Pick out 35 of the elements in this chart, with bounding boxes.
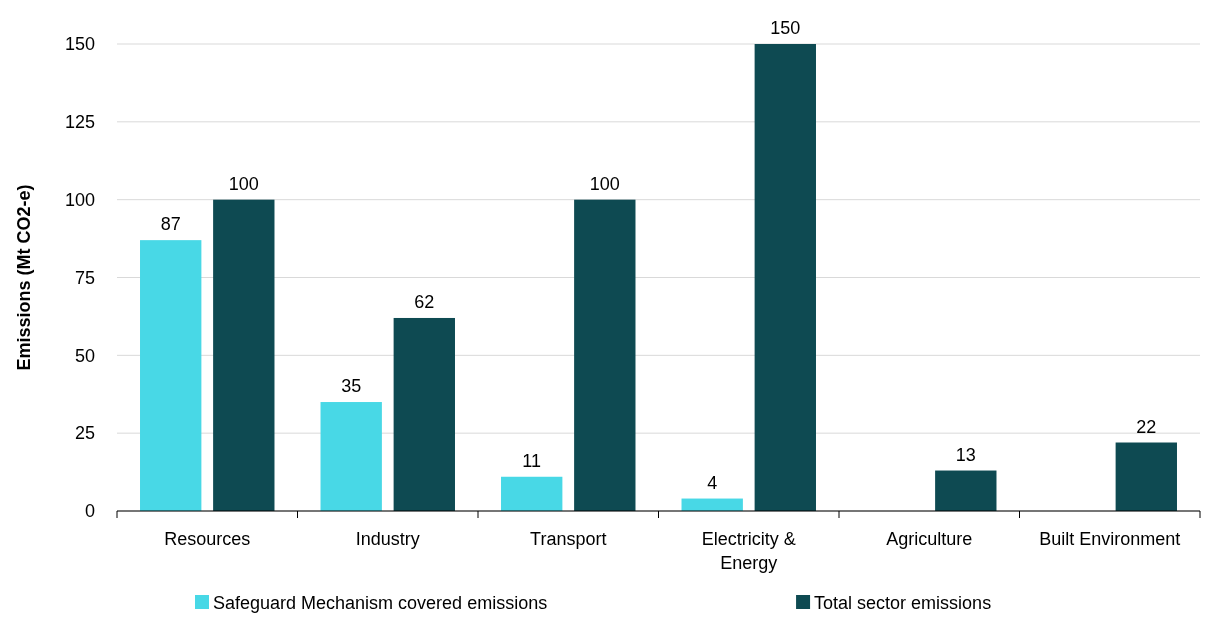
y-tick-label: 125 [64, 112, 95, 133]
bar [935, 470, 997, 511]
data-label: 35 [341, 376, 362, 397]
x-tick-label: Industry [355, 529, 420, 549]
data-label: 11 [522, 450, 542, 471]
legend-label: Safeguard Mechanism covered emissions [213, 593, 548, 613]
legend-label: Total sector emissions [814, 593, 992, 613]
data-label: 150 [770, 18, 801, 38]
data-label: 22 [1136, 416, 1157, 437]
x-tick-label: Resources [164, 529, 251, 549]
y-tick-label: 150 [64, 34, 95, 55]
y-tick-label: 100 [64, 189, 95, 210]
y-tick-label: 25 [74, 423, 95, 444]
data-label: 4 [707, 472, 718, 493]
x-tick-label: Agriculture [886, 529, 973, 549]
y-tick-label: 75 [74, 267, 95, 288]
y-tick-label: 0 [84, 501, 95, 522]
bar [320, 402, 382, 511]
bar [501, 476, 563, 511]
x-tick-label: Electricity & Energy [701, 529, 796, 573]
data-label: 100 [228, 173, 259, 194]
data-label: 87 [160, 214, 181, 235]
bar [754, 44, 816, 511]
y-tick-label: 50 [74, 345, 95, 366]
y-axis-title: Emissions (Mt CO2-e) [14, 184, 35, 371]
data-label: 100 [589, 173, 620, 194]
bar [574, 199, 636, 511]
x-tick-label: Transport [530, 529, 607, 549]
x-tick-label: Built Environment [1039, 529, 1181, 549]
bar [393, 317, 455, 511]
bar [140, 240, 202, 511]
data-label: 62 [414, 291, 435, 312]
bar [213, 199, 275, 511]
data-label: 13 [955, 444, 976, 465]
bar [1115, 442, 1177, 511]
